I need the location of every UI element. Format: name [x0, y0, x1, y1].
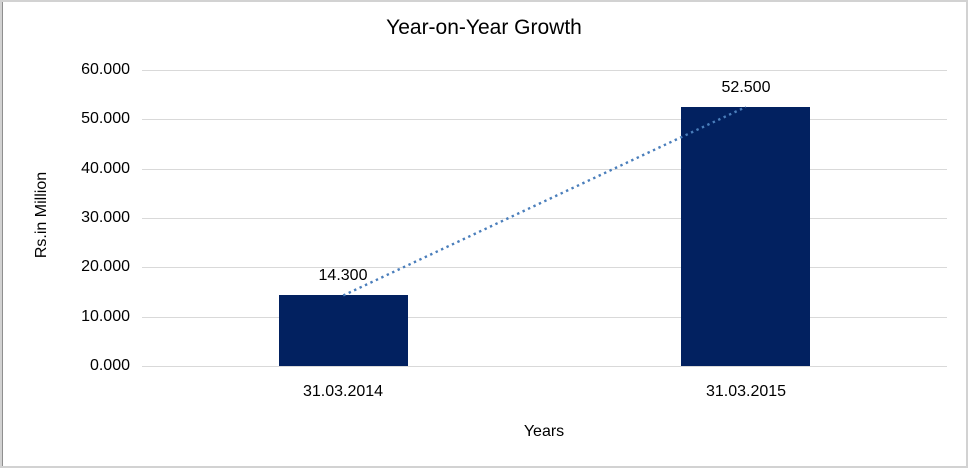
gridline [142, 365, 947, 367]
y-tick-label: 10.000 [81, 308, 130, 325]
bar [279, 295, 408, 366]
bar [681, 107, 810, 366]
gridline [142, 118, 947, 120]
category-label: 31.03.2014 [302, 383, 384, 400]
gridline [142, 69, 947, 71]
y-tick-label: 30.000 [81, 209, 130, 226]
gridline [142, 266, 947, 268]
y-tick-label: 60.000 [81, 61, 130, 78]
y-tick-label: 40.000 [81, 160, 130, 177]
y-tick-label: 0.000 [89, 357, 130, 374]
gridline [142, 168, 947, 170]
category-label: 31.03.2015 [705, 383, 787, 400]
y-tick-label: 20.000 [81, 258, 130, 275]
gridline [142, 316, 947, 318]
bar-value-label: 14.300 [318, 267, 368, 284]
gridline [142, 217, 947, 219]
bar-value-label: 52.500 [721, 79, 771, 96]
x-axis-title: Years [523, 423, 565, 440]
chart-title: Year-on-Year Growth [386, 16, 582, 39]
y-tick-label: 50.000 [81, 110, 130, 127]
